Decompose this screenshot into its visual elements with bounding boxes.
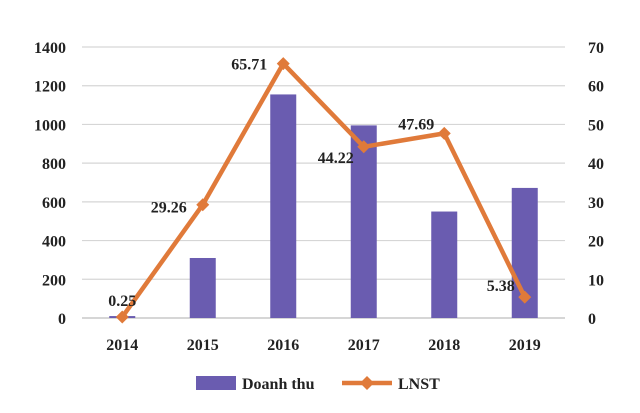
x-axis-tick-label: 2016	[267, 337, 299, 354]
bar-doanh-thu-2018	[431, 211, 458, 318]
right-axis-tick-label: 30	[588, 195, 604, 212]
bar-doanh-thu-2017	[350, 125, 377, 319]
left-axis-ticks: 0 200 400 600 800 1000 1200 1400	[34, 40, 66, 328]
left-axis-tick-label: 1000	[34, 117, 66, 134]
x-axis-tick-label: 2017	[348, 337, 380, 354]
right-axis-tick-label: 60	[588, 79, 604, 96]
left-axis-tick-label: 200	[42, 272, 66, 289]
gridlines	[82, 46, 565, 319]
data-label-lnst-2017: 44.22	[318, 150, 354, 167]
legend: Doanh thu LNST	[196, 376, 440, 393]
bar-doanh-thu-2015	[189, 257, 216, 318]
line-data-labels: 0.25 29.26 65.71 44.22 47.69 5.38	[108, 57, 515, 310]
left-axis-tick-label: 0	[58, 311, 66, 328]
marker-lnst-2016	[276, 57, 290, 71]
right-axis-tick-label: 70	[588, 40, 604, 57]
legend-label-doanh-thu: Doanh thu	[242, 376, 315, 393]
bar-doanh-thu-2016	[270, 94, 297, 318]
right-axis-tick-label: 0	[588, 311, 596, 328]
data-label-lnst-2015: 29.26	[151, 200, 187, 217]
marker-lnst-2014	[115, 310, 129, 324]
bar-series-doanh-thu	[109, 94, 538, 319]
data-label-lnst-2019: 5.38	[487, 278, 515, 295]
right-axis-ticks: 0 10 20 30 40 50 60 70	[588, 40, 604, 328]
data-label-lnst-2018: 47.69	[398, 116, 434, 133]
x-axis-tick-label: 2014	[106, 337, 138, 354]
marker-lnst-2017	[357, 140, 371, 154]
right-axis-tick-label: 40	[588, 156, 604, 173]
left-axis-tick-label: 1400	[34, 40, 66, 57]
marker-lnst-2015	[196, 198, 210, 212]
x-axis-ticks: 2014 2015 2016 2017 2018 2019	[106, 337, 541, 354]
left-axis-tick-label: 600	[42, 195, 66, 212]
marker-lnst-2019	[518, 290, 532, 304]
right-axis-tick-label: 50	[588, 117, 604, 134]
x-axis-tick-label: 2018	[428, 337, 460, 354]
legend-marker-lnst	[360, 376, 374, 390]
right-axis-tick-label: 10	[588, 272, 604, 289]
legend-swatch-doanh-thu	[196, 376, 236, 390]
left-axis-tick-label: 800	[42, 156, 66, 173]
line-series-lnst	[115, 57, 532, 324]
legend-label-lnst: LNST	[398, 376, 440, 393]
data-label-lnst-2014: 0.25	[108, 293, 136, 310]
marker-lnst-2018	[437, 126, 451, 140]
x-axis-tick-label: 2015	[187, 337, 219, 354]
line-lnst	[120, 61, 527, 319]
left-axis-tick-label: 400	[42, 234, 66, 251]
data-label-lnst-2016: 65.71	[231, 57, 267, 74]
right-axis-tick-label: 20	[588, 234, 604, 251]
left-axis-tick-label: 1200	[34, 79, 66, 96]
x-axis-tick-label: 2019	[509, 337, 541, 354]
